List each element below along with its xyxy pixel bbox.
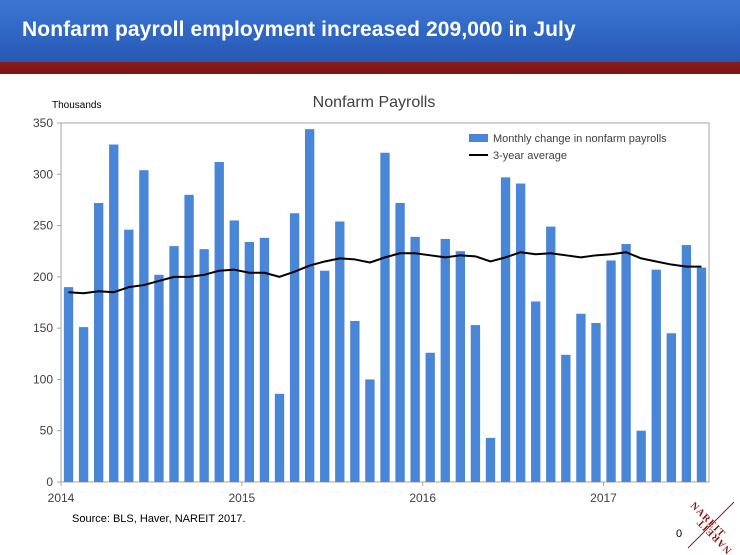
bar-2014-08 — [169, 246, 179, 482]
bar-2015-07 — [335, 221, 345, 482]
bar-2016-09 — [546, 226, 556, 482]
bar-2015-12 — [410, 236, 420, 482]
y-tick-label: 350 — [33, 116, 53, 130]
legend-label-bars: Monthly change in nonfarm payrolls — [493, 133, 667, 145]
bar-2016-04 — [470, 325, 481, 482]
bar-2016-07 — [515, 183, 526, 482]
legend-label-line: 3-year average — [493, 150, 567, 162]
y-tick-label: 100 — [33, 372, 53, 386]
bar-2016-10 — [561, 354, 571, 482]
bar-2017-02 — [621, 244, 631, 482]
y-tick-label: 50 — [40, 424, 54, 438]
bar-2017-01 — [606, 260, 616, 482]
bar-2015-01 — [244, 241, 255, 482]
chart-title: Nonfarm Payrolls — [313, 94, 436, 111]
bar-2016-08 — [531, 301, 541, 482]
bar-2014-07 — [154, 274, 164, 482]
three-year-average-line — [68, 251, 702, 295]
bar-2015-06 — [320, 270, 330, 482]
y-axis: 0 50 100 150 200 250 300 350 — [33, 116, 61, 489]
bar-2016-03 — [455, 251, 466, 482]
bar-2014-02 — [78, 327, 89, 482]
bar-2016-06 — [500, 177, 511, 483]
line-series-group — [68, 251, 702, 295]
bar-2017-07 — [696, 267, 707, 482]
bar-series-group — [63, 129, 707, 483]
bar-2017-05 — [666, 333, 676, 482]
bar-2014-09 — [184, 194, 194, 483]
bar-2015-10 — [380, 152, 390, 482]
bar-2014-12 — [229, 220, 239, 482]
source-note: Source: BLS, Haver, NAREIT 2017. — [72, 513, 246, 525]
bar-2015-05 — [304, 129, 315, 482]
page-number: 0 — [676, 528, 683, 540]
bar-2017-03 — [636, 430, 646, 482]
bar-2014-11 — [214, 161, 224, 483]
y-tick-label: 150 — [33, 321, 53, 335]
bar-2014-01 — [63, 287, 74, 482]
bar-2015-11 — [395, 203, 405, 482]
bar-2017-06 — [681, 245, 692, 482]
bar-2015-04 — [289, 213, 300, 482]
bar-2016-05 — [485, 437, 496, 482]
y-axis-label: Thousands — [52, 100, 101, 111]
bar-2014-04 — [109, 144, 119, 483]
nareit-logo: NAREIT NAREIT — [687, 500, 735, 555]
y-tick-label: 0 — [46, 475, 53, 489]
header-accent-band — [0, 62, 740, 74]
bar-2015-02 — [259, 237, 270, 482]
bar-2015-09 — [365, 379, 375, 482]
x-tick-label: 2016 — [409, 491, 436, 505]
bar-2016-11 — [576, 313, 586, 482]
bar-2014-06 — [139, 170, 149, 482]
y-tick-label: 300 — [33, 167, 53, 181]
bar-2015-03 — [274, 393, 285, 482]
bar-2016-12 — [591, 323, 601, 482]
bar-2014-10 — [199, 249, 209, 482]
bar-2016-01 — [425, 352, 435, 482]
x-tick-label: 2017 — [590, 491, 617, 505]
slide-title: Nonfarm payroll employment increased 209… — [22, 18, 576, 41]
bar-2014-05 — [124, 229, 134, 482]
bar-2017-04 — [651, 269, 661, 482]
x-tick-label: 2015 — [228, 491, 255, 505]
bar-2015-08 — [350, 320, 360, 482]
bar-2014-03 — [94, 203, 104, 482]
y-tick-label: 250 — [33, 219, 53, 233]
legend-bar-swatch — [469, 134, 488, 142]
x-tick-label: 2014 — [48, 491, 75, 505]
y-tick-label: 200 — [33, 270, 53, 284]
legend: Monthly change in nonfarm payrolls 3-year… — [469, 133, 667, 162]
x-axis: 2014 2015 2016 2017 — [48, 482, 617, 505]
bar-2016-02 — [440, 238, 450, 482]
slide-header: Nonfarm payroll employment increased 209… — [0, 0, 740, 62]
